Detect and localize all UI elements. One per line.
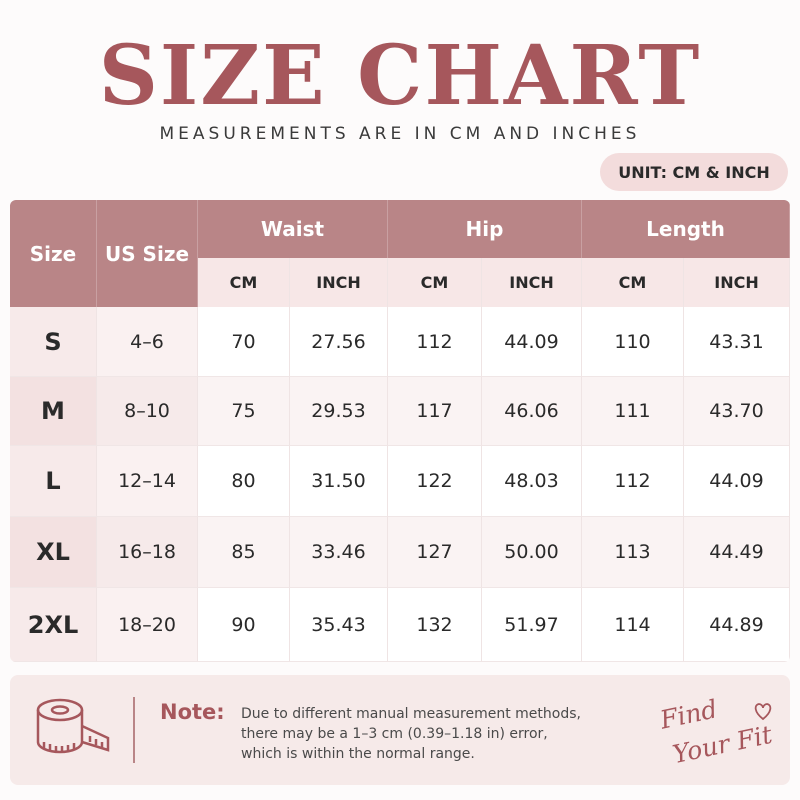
table-cell: 70 (198, 307, 290, 377)
table-cell: 43.70 (684, 377, 790, 446)
table-cell: 44.49 (684, 517, 790, 588)
table-cell: 33.46 (290, 517, 388, 588)
size-cell: XL (10, 517, 97, 588)
table-cell: 127 (388, 517, 482, 588)
size-cell: M (10, 377, 97, 446)
size-cell: 2XL (10, 588, 97, 662)
size-table: Size US Size Waist Hip Length CM INCH CM INCH CM I… (10, 200, 790, 662)
table-cell: 117 (388, 377, 482, 446)
table-cell: 43.31 (684, 307, 790, 377)
tape-icon (36, 698, 110, 754)
table-cell: 8–10 (97, 377, 198, 446)
table-cell: 18–20 (97, 588, 198, 662)
size-cell: S (10, 307, 97, 377)
subcolumn-header: CM (388, 258, 482, 307)
note-line: which is within the normal range. (241, 746, 475, 762)
table-cell: 85 (198, 517, 290, 588)
table-cell: 51.97 (482, 588, 582, 662)
group-header: Hip (388, 200, 582, 258)
subcolumn-header: INCH (290, 258, 388, 307)
divider (133, 697, 135, 763)
column-header: Size (10, 200, 97, 307)
size-cell: L (10, 446, 97, 517)
unit-badge: UNIT: CM & INCH (600, 153, 788, 191)
table-cell: 122 (388, 446, 482, 517)
table-cell: 132 (388, 588, 482, 662)
table-cell: 113 (582, 517, 684, 588)
table-cell: 16–18 (97, 517, 198, 588)
table-cell: 4–6 (97, 307, 198, 377)
group-header: Length (582, 200, 790, 258)
subcolumn-header: CM (198, 258, 290, 307)
table-cell: 27.56 (290, 307, 388, 377)
table-cell: 114 (582, 588, 684, 662)
title: SIZE CHART (98, 28, 702, 124)
table-cell: 112 (388, 307, 482, 377)
heart-icon (754, 703, 772, 721)
table-cell: 48.03 (482, 446, 582, 517)
subcolumn-header: INCH (684, 258, 790, 307)
table-cell: 50.00 (482, 517, 582, 588)
note-text: Due to different manual measurement meth… (241, 704, 581, 764)
subcolumn-header: INCH (482, 258, 582, 307)
table-cell: 75 (198, 377, 290, 446)
note-label: Note: (160, 700, 225, 724)
table-cell: 110 (582, 307, 684, 377)
table-cell: 44.09 (684, 446, 790, 517)
note-line: there may be a 1–3 cm (0.39–1.18 in) err… (241, 726, 548, 742)
table-cell: 90 (198, 588, 290, 662)
table-cell: 12–14 (97, 446, 198, 517)
table-cell: 31.50 (290, 446, 388, 517)
note-box (10, 675, 790, 785)
table-cell: 80 (198, 446, 290, 517)
subtitle: MEASUREMENTS ARE IN CM AND INCHES (159, 124, 641, 144)
table-cell: 111 (582, 377, 684, 446)
column-header: US Size (97, 200, 198, 307)
table-cell: 44.09 (482, 307, 582, 377)
table-cell: 44.89 (684, 588, 790, 662)
group-header: Waist (198, 200, 388, 258)
table-cell: 46.06 (482, 377, 582, 446)
table-cell: 35.43 (290, 588, 388, 662)
table-cell: 29.53 (290, 377, 388, 446)
note-line: Due to different manual measurement meth… (241, 706, 581, 722)
table-cell: 112 (582, 446, 684, 517)
subcolumn-header: CM (582, 258, 684, 307)
